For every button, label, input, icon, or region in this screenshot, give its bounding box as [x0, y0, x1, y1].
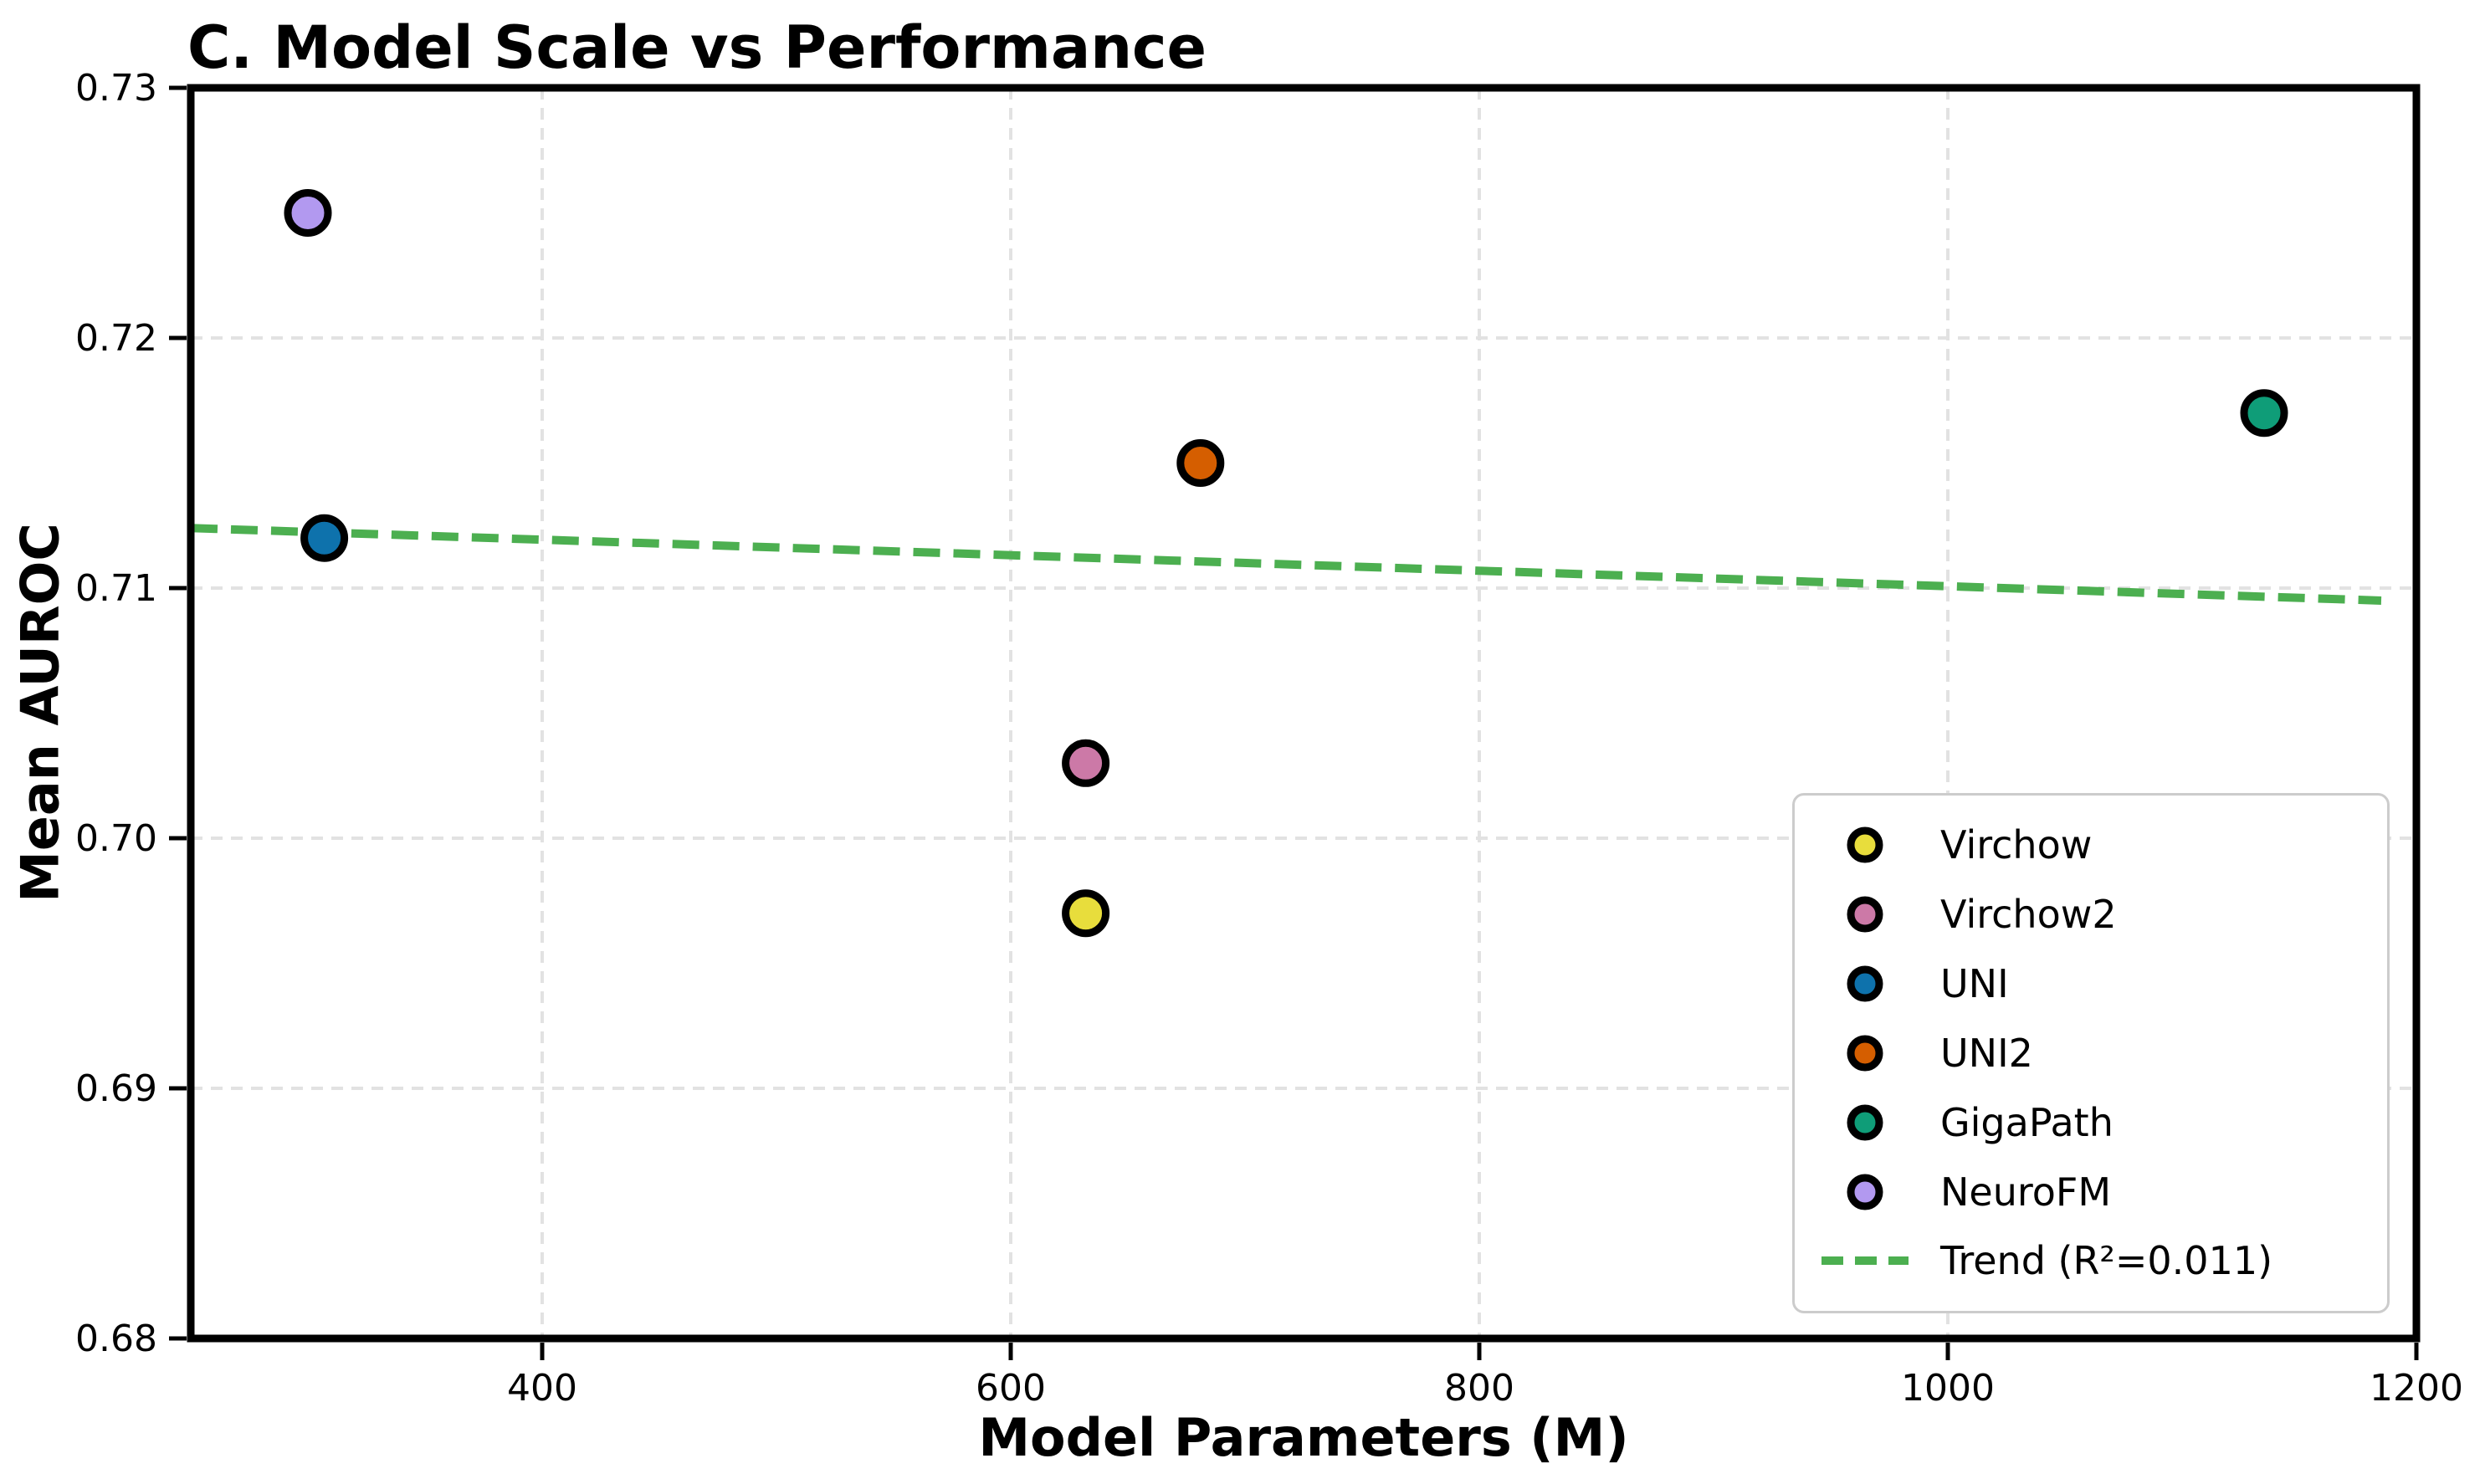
point-virchow: [1062, 889, 1110, 938]
legend-marker-uni: [1847, 965, 1883, 1002]
y-tick-label: 0.68: [75, 1318, 157, 1360]
y-tick-label: 0.69: [75, 1067, 157, 1110]
point-uni: [300, 514, 349, 562]
x-tick-label: 600: [976, 1367, 1046, 1410]
legend-marker-neurofm: [1847, 1174, 1883, 1210]
x-tick-label: 400: [507, 1367, 577, 1410]
legend-trend-line-icon: [1821, 1256, 1909, 1266]
point-neurofm: [284, 189, 332, 237]
plot-border: [187, 84, 2421, 1343]
legend-label: Trend (R²=0.011): [1940, 1238, 2273, 1284]
y-tick-label: 0.73: [75, 67, 157, 110]
legend-label: Virchow: [1940, 822, 2093, 868]
y-tick-label: 0.70: [75, 817, 157, 860]
legend-marker-virchow: [1847, 826, 1883, 863]
legend-label: NeuroFM: [1940, 1169, 2112, 1215]
legend-item-uni2: UNI2: [1818, 1028, 2364, 1078]
x-tick-label: 1200: [2370, 1367, 2463, 1410]
legend: Virchow Virchow2 UNI UNI2 GigaPath NeuroFM Tre…: [1792, 793, 2390, 1313]
x-tick-label: 800: [1444, 1367, 1514, 1410]
legend-item-neurofm: NeuroFM: [1818, 1167, 2364, 1217]
legend-label: UNI2: [1940, 1030, 2033, 1076]
legend-label: Virchow2: [1940, 892, 2117, 938]
y-axis-label: Mean AUROC: [9, 523, 71, 903]
x-tick-label: 1000: [1901, 1367, 1995, 1410]
point-virchow2: [1062, 739, 1110, 787]
legend-label: GigaPath: [1940, 1099, 2114, 1145]
point-uni2: [1176, 439, 1225, 487]
legend-label: UNI: [1940, 961, 2009, 1007]
x-axis-label: Model Parameters (M): [978, 1407, 1629, 1468]
legend-item-virchow2: Virchow2: [1818, 889, 2364, 939]
legend-item-trend: Trend (R²=0.011): [1818, 1236, 2364, 1286]
chart-title: C. Model Scale vs Performance: [187, 13, 1207, 82]
legend-item-gigapath: GigaPath: [1818, 1098, 2364, 1148]
legend-marker-gigapath: [1847, 1104, 1883, 1141]
legend-marker-uni2: [1847, 1035, 1883, 1072]
y-tick-label: 0.71: [75, 567, 157, 610]
point-gigapath: [2240, 389, 2288, 438]
trend-line: [190, 524, 2382, 605]
legend-marker-virchow2: [1847, 896, 1883, 933]
y-tick-label: 0.72: [75, 317, 157, 360]
legend-item-virchow: Virchow: [1818, 820, 2364, 870]
legend-item-uni: UNI: [1818, 959, 2364, 1009]
